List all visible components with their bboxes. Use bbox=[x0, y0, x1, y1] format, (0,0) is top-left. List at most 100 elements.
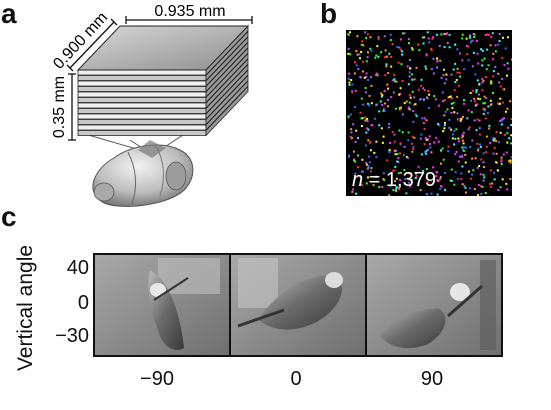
neuron-dot bbox=[383, 35, 386, 38]
neuron-map: n = 1,379 bbox=[346, 30, 512, 196]
dimension-lines bbox=[66, 16, 253, 141]
neuron-dot bbox=[396, 153, 399, 156]
neuron-dot bbox=[498, 102, 501, 105]
neuron-dot bbox=[394, 180, 397, 183]
dim-width-label: 0.935 mm bbox=[154, 3, 225, 20]
neuron-dot bbox=[497, 189, 500, 191]
neuron-dot bbox=[440, 149, 442, 152]
neuron-dot bbox=[474, 100, 477, 103]
neuron-dot bbox=[362, 70, 364, 73]
neuron-dot bbox=[400, 63, 403, 66]
neuron-dot bbox=[348, 154, 351, 157]
neuron-dot bbox=[350, 137, 353, 140]
neuron-dot bbox=[359, 57, 361, 60]
neuron-dot bbox=[353, 159, 355, 162]
neuron-dot bbox=[359, 182, 362, 185]
neuron-dot bbox=[445, 78, 448, 81]
neuron-dot bbox=[397, 61, 400, 64]
neuron-dot bbox=[425, 168, 428, 170]
neuron-dot bbox=[403, 145, 406, 148]
neuron-dot bbox=[437, 122, 439, 125]
neuron-dot bbox=[399, 152, 401, 155]
neuron-dot bbox=[437, 104, 440, 107]
neuron-dot bbox=[378, 110, 381, 113]
panel-a-figure: 0.935 mm 0.900 mm 0.35 mm bbox=[50, 3, 253, 207]
neuron-dot bbox=[399, 142, 402, 145]
neuron-dot bbox=[411, 78, 414, 81]
neuron-dot bbox=[436, 193, 439, 196]
neuron-dot bbox=[463, 68, 466, 71]
neuron-dot bbox=[363, 76, 366, 79]
neuron-dot bbox=[386, 159, 389, 162]
neuron-dot bbox=[509, 177, 512, 180]
neuron-dot bbox=[428, 93, 431, 96]
slice-front-7 bbox=[77, 102, 207, 109]
stimulus-frames bbox=[93, 253, 503, 357]
neuron-dot bbox=[377, 38, 380, 41]
neuron-dot bbox=[366, 120, 369, 123]
neuron-dot bbox=[460, 178, 463, 180]
neuron-dot bbox=[462, 148, 464, 151]
neuron-dot bbox=[447, 150, 450, 153]
neuron-dot bbox=[428, 135, 431, 138]
neuron-dot bbox=[461, 155, 464, 158]
neuron-dot bbox=[484, 192, 487, 194]
neuron-dot bbox=[476, 142, 479, 145]
neuron-dot bbox=[347, 115, 350, 118]
neuron-dot bbox=[465, 45, 468, 47]
x-tick-90: 90 bbox=[420, 368, 444, 390]
neuron-dot bbox=[489, 103, 492, 106]
neuron-dot bbox=[452, 101, 455, 104]
neuron-dots bbox=[347, 31, 512, 196]
neuron-dot bbox=[408, 94, 411, 97]
neuron-dot bbox=[475, 129, 478, 132]
neuron-dot bbox=[425, 53, 428, 56]
neuron-dot bbox=[461, 133, 464, 136]
neuron-dot bbox=[370, 167, 373, 169]
neuron-dot bbox=[420, 84, 423, 87]
neuron-dot bbox=[504, 133, 506, 136]
panel-label-c: c bbox=[1, 201, 17, 232]
neuron-dot bbox=[397, 161, 400, 164]
slice-front-4 bbox=[77, 86, 207, 92]
neuron-dot bbox=[351, 89, 354, 92]
neuron-dot bbox=[411, 135, 414, 138]
neuron-dot bbox=[362, 170, 364, 173]
slice-front-5 bbox=[77, 91, 207, 98]
neuron-dot bbox=[435, 136, 438, 139]
neuron-dot bbox=[423, 128, 426, 131]
neuron-dot bbox=[376, 45, 379, 48]
neuron-dot bbox=[489, 182, 491, 185]
neuron-dot bbox=[495, 161, 498, 164]
slice-front-10 bbox=[77, 119, 207, 125]
neuron-dot bbox=[374, 56, 377, 59]
neuron-dot bbox=[456, 67, 459, 70]
neuron-dot bbox=[353, 72, 356, 75]
neuron-dot bbox=[481, 81, 484, 84]
neuron-dot bbox=[469, 145, 472, 148]
neuron-dot bbox=[424, 65, 427, 68]
y-axis-label: Vertical angle bbox=[14, 244, 37, 372]
neuron-dot bbox=[479, 173, 482, 176]
neuron-dot bbox=[492, 152, 495, 155]
neuron-dot bbox=[443, 82, 446, 85]
neuron-dot bbox=[489, 169, 492, 172]
neuron-dot bbox=[412, 110, 415, 112]
neuron-dot bbox=[443, 114, 446, 117]
neuron-dot bbox=[411, 150, 414, 153]
neuron-dot bbox=[455, 78, 458, 81]
neuron-dot bbox=[470, 99, 473, 102]
neuron-dot bbox=[365, 75, 367, 78]
neuron-dot bbox=[369, 170, 372, 173]
neuron-dot bbox=[493, 146, 496, 149]
neuron-dot bbox=[399, 143, 402, 146]
neuron-dot bbox=[395, 80, 398, 83]
neuron-dot bbox=[375, 175, 378, 178]
neuron-dot bbox=[430, 151, 433, 154]
neuron-dot bbox=[463, 184, 466, 187]
neuron-dot bbox=[466, 53, 469, 56]
neuron-dot bbox=[374, 117, 377, 120]
neuron-dot bbox=[476, 166, 479, 169]
neuron-dot bbox=[374, 74, 377, 76]
neuron-dot bbox=[510, 134, 512, 137]
